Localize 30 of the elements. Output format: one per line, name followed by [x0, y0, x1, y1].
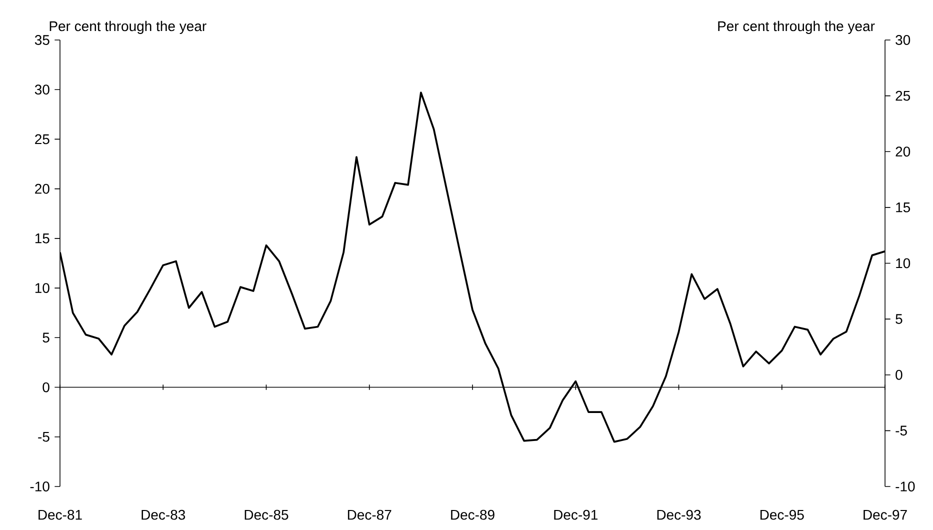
- y2-tick-label: 0: [896, 370, 902, 380]
- y-tick-label: -5: [38, 432, 50, 442]
- y-tick-label: 15: [35, 233, 50, 244]
- x-tick-label: Dec-93: [657, 510, 701, 520]
- y2-tick-label: 5: [896, 314, 902, 324]
- x-tick-label: Dec-91: [554, 510, 598, 520]
- y2-axis-title: Per cent through the year: [718, 20, 875, 34]
- y2-tick-label: 30: [896, 34, 910, 45]
- y-tick-label: 0: [42, 382, 50, 392]
- y-tick-label: 30: [34, 84, 50, 94]
- y-tick-label: -10: [30, 481, 50, 492]
- y-tick-label: 10: [35, 282, 50, 293]
- y2-tick-label: -10: [896, 481, 915, 492]
- y2-tick-label: 10: [896, 258, 910, 268]
- y-tick-label: 5: [42, 332, 50, 342]
- y2-tick-label: -5: [896, 426, 907, 436]
- x-tick-label: Dec-95: [760, 510, 804, 520]
- y-tick-label: 25: [35, 134, 50, 144]
- x-tick-label: Dec-89: [451, 510, 494, 520]
- y2-tick-label: 20: [896, 146, 910, 156]
- x-tick-label: Dec-83: [142, 510, 186, 520]
- y2-tick-label: 25: [896, 90, 910, 101]
- y-tick-label: 20: [35, 184, 50, 194]
- y-axis-title: Per cent through the year: [50, 20, 206, 34]
- y-tick-label: 35: [34, 34, 50, 45]
- x-tick-label: Dec-85: [244, 510, 288, 520]
- y2-tick-label: 15: [896, 202, 910, 212]
- x-tick-label: Dec-97: [864, 510, 907, 520]
- x-tick-label: Dec-87: [348, 510, 392, 520]
- x-tick-label: Dec-81: [38, 510, 82, 520]
